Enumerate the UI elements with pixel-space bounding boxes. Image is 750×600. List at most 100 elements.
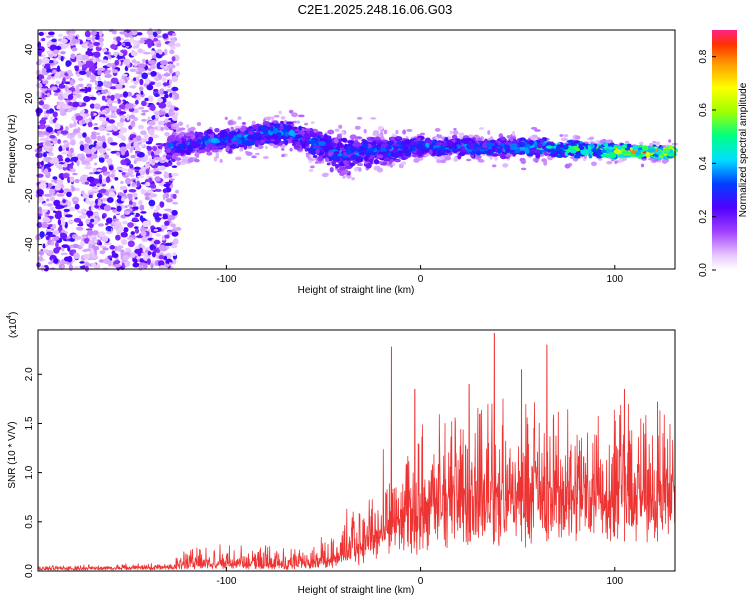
spectrogram-cell: [115, 83, 123, 90]
spectrogram-cell: [172, 238, 179, 245]
spectrogram-cell: [69, 176, 75, 183]
spectrogram-cell: [101, 109, 107, 113]
spectrogram-cell: [52, 223, 57, 230]
spectrogram-cell: [289, 147, 293, 152]
spectrogram-cell: [95, 36, 100, 40]
spectrogram-cell: [144, 97, 149, 102]
spectrogram-cell: [62, 173, 70, 179]
spectrogram-cell: [154, 93, 160, 98]
spectrogram-cell: [93, 41, 101, 47]
spectrogram-cell: [103, 89, 109, 93]
spectrogram-cell: [193, 158, 200, 163]
spectrogram-cell: [48, 152, 54, 157]
spectrogram-cell: [130, 51, 138, 57]
spectrogram-cell: [55, 241, 59, 248]
spectrogram-cell: [162, 188, 168, 194]
spectrogram-cell: [159, 224, 168, 230]
spectrogram-cell: [70, 53, 76, 59]
spectrogram-cell: [81, 234, 87, 238]
spectrogram-cell: [71, 186, 75, 192]
spectrogram-cell: [618, 158, 623, 163]
spectrogram-cell: [107, 137, 113, 144]
spectrogram-cell: [118, 104, 126, 110]
spectrogram-cell: [85, 197, 90, 204]
spectrogram-cell: [168, 214, 176, 221]
spectrogram-cell: [84, 158, 91, 162]
spectrogram-cell: [59, 224, 63, 231]
spectrogram-cell: [413, 157, 420, 163]
spectrogram-cell: [129, 85, 137, 89]
spectrogram-cell: [141, 58, 146, 64]
spectrogram-cell: [159, 111, 167, 115]
spectrogram-cell: [46, 126, 53, 133]
spectrogram-cell: [86, 176, 95, 183]
spectrogram-cell: [56, 65, 61, 72]
spectrogram-cell: [82, 193, 89, 199]
spectrogram-cell: [136, 32, 143, 36]
spectrogram-cell: [351, 177, 356, 181]
spectrogram-cell: [124, 247, 131, 252]
spectrogram-cell: [354, 125, 361, 130]
spectrogram-cell: [80, 240, 85, 247]
spectrogram-cell: [135, 94, 141, 101]
spectrogram-cell: [152, 37, 159, 42]
spectrogram-cell: [130, 154, 136, 159]
spectrogram-cell: [124, 210, 131, 215]
spectrogram-cell: [230, 126, 234, 130]
spectrogram-cell: [125, 151, 130, 157]
spectrogram-cell: [245, 151, 253, 156]
spectrogram-cell: [52, 118, 57, 123]
spectrogram-cell: [164, 93, 169, 99]
spectrogram-cell: [152, 168, 160, 172]
spectrogram-cell: [269, 122, 275, 126]
spectrogram-cell: [105, 217, 113, 224]
spectrogram-cell: [63, 256, 71, 262]
spectrogram-cell: [152, 145, 158, 152]
spectrogram-cell: [170, 244, 178, 249]
spectrogram-cell: [53, 210, 57, 213]
spectrogram-cell: [71, 38, 79, 44]
spectrogram-cell: [92, 56, 97, 64]
spectrogram-cell: [166, 121, 172, 128]
spectrogram-cell: [323, 133, 328, 140]
spectrogram-cell: [345, 149, 352, 155]
spectrogram-cell: [79, 261, 85, 264]
spectrogram-cell: [294, 145, 300, 149]
spectrogram-cell: [60, 252, 69, 256]
spectrogram-cell: [66, 134, 71, 139]
spectrogram-cells: [34, 27, 678, 272]
spectrogram-cell: [172, 258, 177, 265]
spectrogram-cell: [305, 153, 310, 158]
spectrogram-cell: [298, 125, 302, 131]
spectrogram-cell: [98, 69, 102, 75]
spectrogram-cell: [108, 56, 112, 60]
spectrogram-cell: [391, 133, 396, 138]
spectrogram-cell: [96, 192, 103, 199]
spectrogram-cell: [153, 156, 161, 161]
spectrogram-cell: [326, 162, 331, 166]
spectrogram-cell: [56, 210, 62, 217]
spectrogram-cell: [148, 199, 156, 207]
spectrogram-cell: [419, 132, 425, 136]
spectrogram-cell: [559, 134, 564, 137]
spectrogram-cell: [395, 130, 399, 135]
spectrogram-cell: [252, 124, 259, 130]
spectrogram-cell: [174, 42, 181, 48]
spectrogram-cell: [101, 166, 108, 173]
spectrogram-cell: [53, 258, 59, 264]
spectrogram-cell: [168, 160, 172, 164]
spectrogram-cell: [165, 154, 172, 158]
spectrogram-cell: [376, 167, 384, 173]
spectrogram-cell: [37, 58, 43, 65]
spectrogram-cell: [137, 175, 145, 179]
spectrogram-cell: [116, 205, 122, 212]
spectrogram-cell: [144, 133, 149, 140]
spectrogram-cell: [376, 154, 384, 159]
spectrogram-cell: [189, 126, 196, 131]
spectrogram-cell: [72, 91, 77, 95]
spectrogram-cell: [148, 169, 154, 174]
spectrogram-cell: [62, 199, 66, 204]
spectrogram-cell: [560, 137, 568, 142]
spectrogram-cell: [171, 209, 178, 216]
spectrogram-cell: [55, 80, 60, 85]
